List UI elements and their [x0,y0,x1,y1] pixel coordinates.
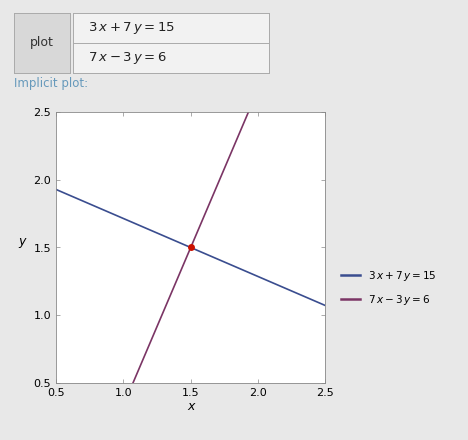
Text: plot: plot [30,37,54,49]
Legend: $3\,x+7\,y=15$, $7\,x-3\,y=6$: $3\,x+7\,y=15$, $7\,x-3\,y=6$ [341,269,437,307]
Text: $7\,x-3\,y=6$: $7\,x-3\,y=6$ [88,50,167,66]
Text: Implicit plot:: Implicit plot: [14,77,88,90]
Y-axis label: y: y [19,235,26,247]
X-axis label: x: x [187,400,194,414]
Text: $3\,x+7\,y=15$: $3\,x+7\,y=15$ [88,20,176,36]
